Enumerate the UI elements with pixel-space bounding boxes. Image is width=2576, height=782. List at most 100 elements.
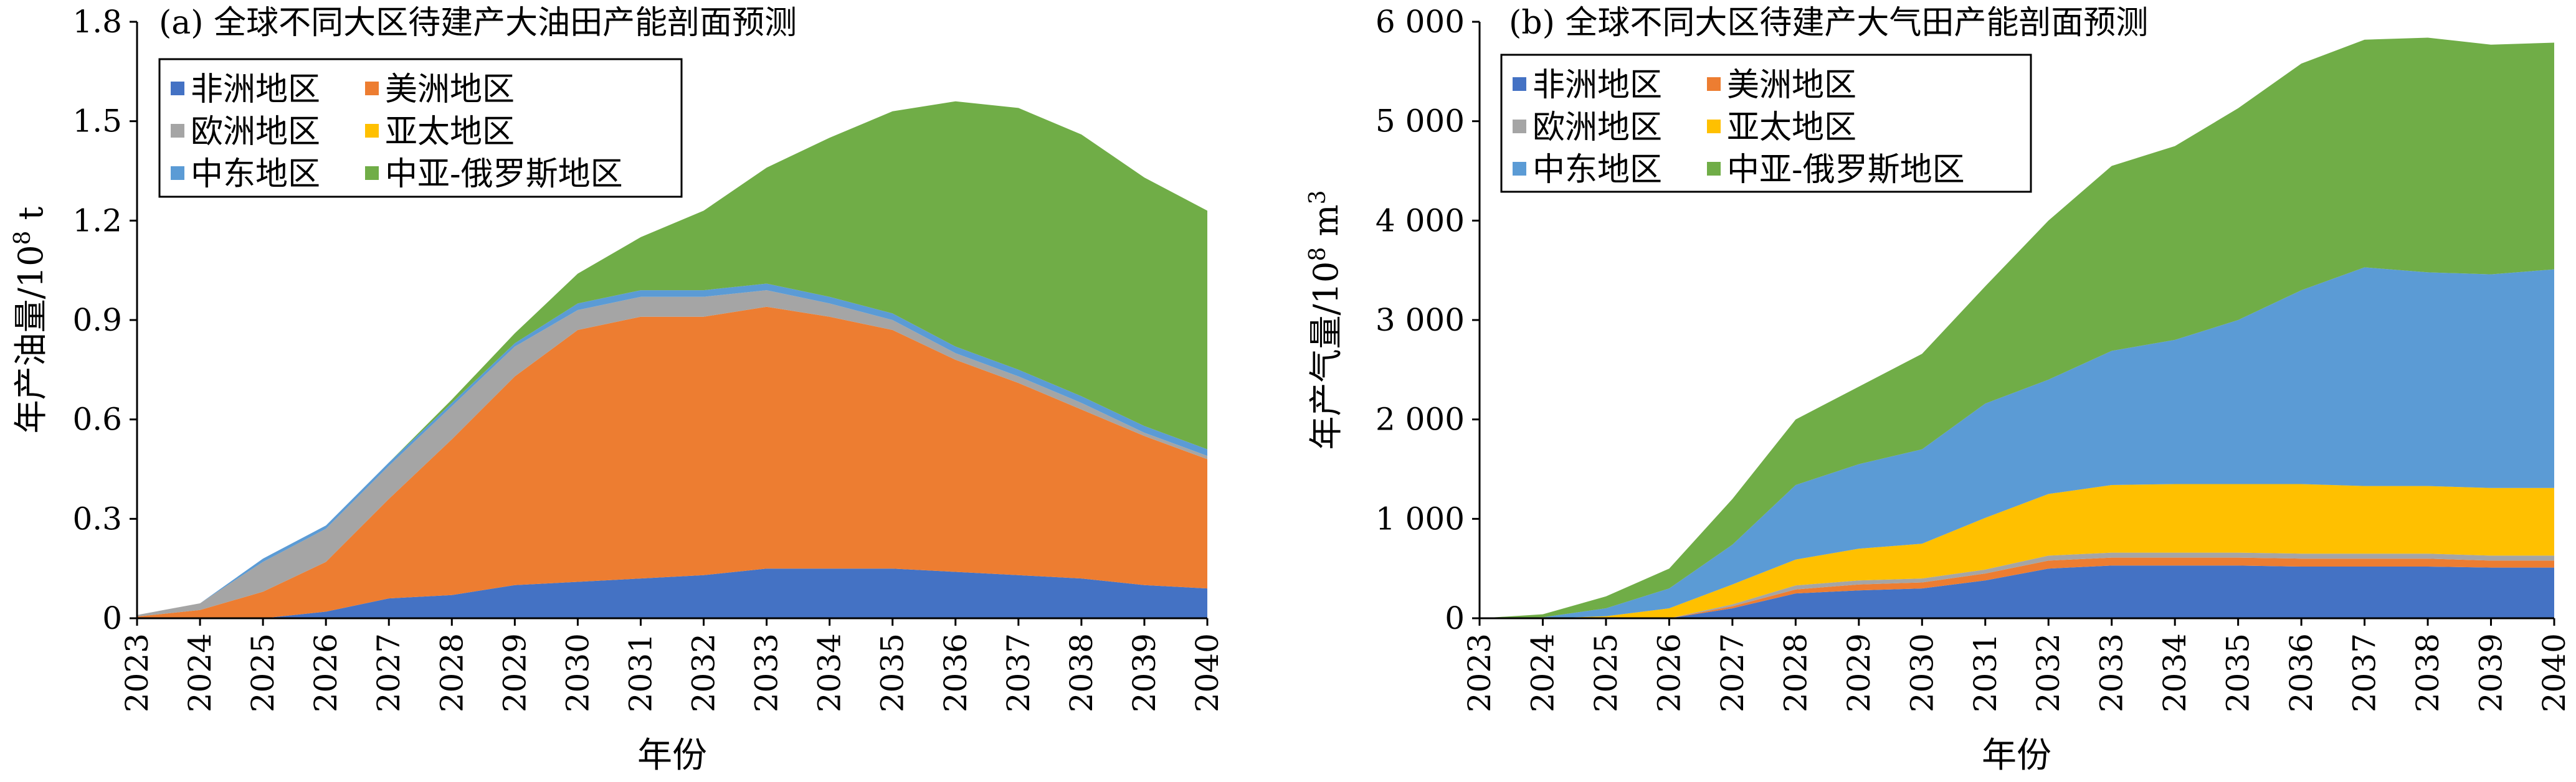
y-axis-label: 年产气量/108 m3: [1305, 190, 1346, 450]
legend-swatch: [1513, 162, 1526, 176]
x-tick-label: 2039: [1126, 633, 1162, 712]
x-tick-label: 2037: [1000, 633, 1037, 712]
x-axis-label: 年份: [1982, 735, 2051, 776]
x-tick-label: 2035: [2220, 633, 2256, 712]
legend-swatch: [365, 82, 379, 95]
y-tick-label: 0.6: [72, 402, 122, 438]
y-tick-label: 1.5: [72, 103, 122, 139]
y-tick-label: 6 000: [1376, 4, 1465, 40]
x-axis-label: 年份: [637, 735, 707, 776]
x-tick-label: 2032: [2030, 633, 2066, 712]
area-series-5: [137, 101, 1207, 615]
x-tick-label: 2034: [2157, 633, 2193, 712]
x-tick-label: 2034: [812, 633, 848, 712]
legend-swatch: [1707, 162, 1721, 176]
legend-swatch: [1707, 120, 1721, 133]
legend-swatch: [365, 124, 379, 138]
y-tick-label: 4 000: [1376, 202, 1465, 238]
x-tick-label: 2029: [497, 633, 533, 712]
area-series-1: [137, 306, 1207, 618]
y-tick-label: 1.8: [72, 4, 122, 40]
x-tick-label: 2032: [686, 633, 722, 712]
y-axis-label-exponent: 8: [10, 231, 36, 245]
y-axis-label-main: 年产气量/10: [1306, 261, 1346, 450]
legend-label: 亚太地区: [385, 113, 515, 151]
legend-label: 美洲地区: [1727, 67, 1856, 104]
area-series-5: [1480, 37, 2554, 618]
legend-label: 欧洲地区: [191, 113, 320, 151]
x-tick-label: 2038: [2410, 633, 2446, 712]
area-series-1: [1480, 557, 2554, 618]
x-tick-label: 2026: [308, 633, 344, 712]
area-series-0: [137, 568, 1207, 618]
legend-label: 中东地区: [191, 156, 320, 193]
x-tick-label: 2029: [1841, 633, 1877, 712]
legend-swatch: [1513, 120, 1526, 133]
x-tick-label: 2040: [2536, 633, 2572, 712]
area-series-4: [1480, 267, 2554, 618]
legend-swatch: [171, 124, 184, 138]
y-tick-label: 3 000: [1376, 302, 1465, 338]
x-tick-label: 2030: [1904, 633, 1940, 712]
legend-swatch: [171, 82, 184, 95]
x-tick-label: 2033: [749, 633, 785, 712]
x-tick-label: 2035: [875, 633, 911, 712]
chart-a-oil: 0 0.3 0.6 0.9 1.2 1.5 1.8 2023 2024 2025 2026 2027 2…: [10, 4, 1225, 776]
x-tick-label: 2038: [1063, 633, 1100, 712]
y-axis-label: 年产油量/108 t: [10, 206, 50, 433]
x-tick-label: 2039: [2473, 633, 2509, 712]
legend-box: [1500, 54, 2032, 193]
y-axis-label-unit: t: [11, 206, 50, 230]
y-tick-label: 0.9: [72, 302, 122, 338]
y-axis-label-exponent: 8: [1305, 247, 1331, 261]
y-tick-label: 1 000: [1376, 501, 1465, 537]
y-tick-label: 0: [102, 600, 122, 636]
legend-swatch: [171, 166, 184, 180]
x-tick-label: 2028: [1777, 633, 1813, 712]
x-tick-label: 2031: [623, 633, 659, 712]
y-tick-label: 5 000: [1376, 103, 1465, 139]
x-tick-label: 2027: [371, 633, 407, 712]
x-tick-label: 2024: [1525, 633, 1561, 712]
y-axis-label-unit-exponent: 3: [1305, 190, 1331, 204]
x-tick-label: 2027: [1714, 633, 1751, 712]
legend-swatch: [1513, 77, 1526, 91]
chart-title: (a) 全球不同大区待建产大油田产能剖面预测: [159, 4, 797, 42]
legend-swatch: [365, 166, 379, 180]
legend-label: 中亚-俄罗斯地区: [385, 156, 623, 193]
x-tick-label: 2040: [1189, 633, 1225, 712]
x-tick-label: 2025: [1588, 633, 1624, 712]
area-series-3: [1480, 484, 2554, 618]
legend-label: 欧洲地区: [1533, 109, 1662, 146]
legend-label: 中东地区: [1533, 151, 1662, 189]
y-axis-label-unit: m: [1306, 204, 1346, 247]
x-tick-label: 2031: [1967, 633, 2003, 712]
chart-title: (b) 全球不同大区待建产大气田产能剖面预测: [1509, 4, 2148, 42]
legend-swatch: [1707, 77, 1721, 91]
legend-box: [158, 58, 683, 198]
legend-label: 美洲地区: [385, 71, 515, 108]
y-axis-label-main: 年产油量/10: [11, 245, 50, 433]
area-series-2: [137, 290, 1207, 617]
x-tick-label: 2037: [2347, 633, 2383, 712]
legend-label: 亚太地区: [1727, 109, 1856, 146]
legend-label: 非洲地区: [1533, 67, 1662, 104]
x-tick-label: 2036: [2283, 633, 2319, 712]
x-tick-label: 2026: [1651, 633, 1687, 712]
y-tick-label: 0.3: [72, 501, 122, 537]
x-tick-label: 2025: [245, 633, 281, 712]
legend-label: 中亚-俄罗斯地区: [1727, 151, 1965, 189]
x-tick-label: 2030: [559, 633, 596, 712]
x-tick-label: 2023: [119, 633, 155, 712]
area-series-2: [1480, 552, 2554, 618]
area-series-0: [1480, 565, 2554, 618]
y-tick-label: 0: [1445, 600, 1465, 636]
y-tick-label: 2 000: [1376, 402, 1465, 438]
y-tick-label: 1.2: [72, 202, 122, 238]
x-tick-label: 2036: [938, 633, 974, 712]
x-tick-label: 2023: [1461, 633, 1498, 712]
x-tick-label: 2028: [434, 633, 470, 712]
